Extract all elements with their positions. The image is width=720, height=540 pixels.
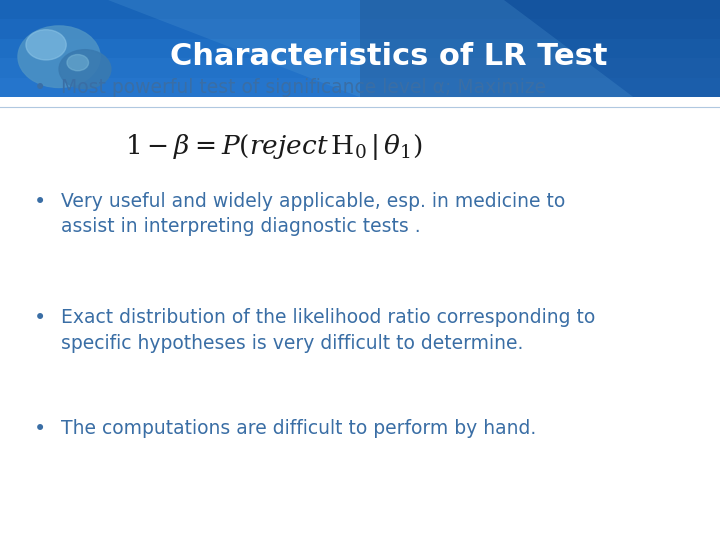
FancyBboxPatch shape	[0, 103, 720, 540]
Text: The computations are difficult to perform by hand.: The computations are difficult to perfor…	[61, 418, 536, 437]
FancyBboxPatch shape	[0, 39, 720, 58]
Text: •: •	[33, 192, 46, 212]
FancyBboxPatch shape	[0, 0, 720, 22]
Polygon shape	[108, 0, 634, 97]
Text: Characteristics of LR Test: Characteristics of LR Test	[170, 42, 608, 71]
Text: Very useful and widely applicable, esp. in medicine to
assist in interpreting di: Very useful and widely applicable, esp. …	[61, 192, 565, 237]
FancyBboxPatch shape	[0, 78, 720, 97]
Circle shape	[67, 55, 89, 71]
Circle shape	[18, 26, 100, 87]
Text: •: •	[33, 308, 46, 328]
Text: $1 - \beta = P(\mathit{reject}\,\mathrm{H}_0\,|\,\theta_1)$: $1 - \beta = P(\mathit{reject}\,\mathrm{…	[125, 132, 422, 163]
Text: •: •	[33, 418, 46, 438]
Circle shape	[26, 30, 66, 60]
FancyBboxPatch shape	[0, 0, 720, 97]
FancyBboxPatch shape	[0, 19, 720, 39]
FancyBboxPatch shape	[0, 58, 720, 78]
Circle shape	[59, 50, 111, 89]
Text: Most powerful test of significance level α; Maximize: Most powerful test of significance level…	[61, 78, 546, 97]
FancyBboxPatch shape	[360, 0, 720, 97]
Text: •: •	[33, 78, 46, 98]
FancyBboxPatch shape	[0, 0, 720, 19]
Text: Exact distribution of the likelihood ratio corresponding to
specific hypotheses : Exact distribution of the likelihood rat…	[61, 308, 595, 353]
